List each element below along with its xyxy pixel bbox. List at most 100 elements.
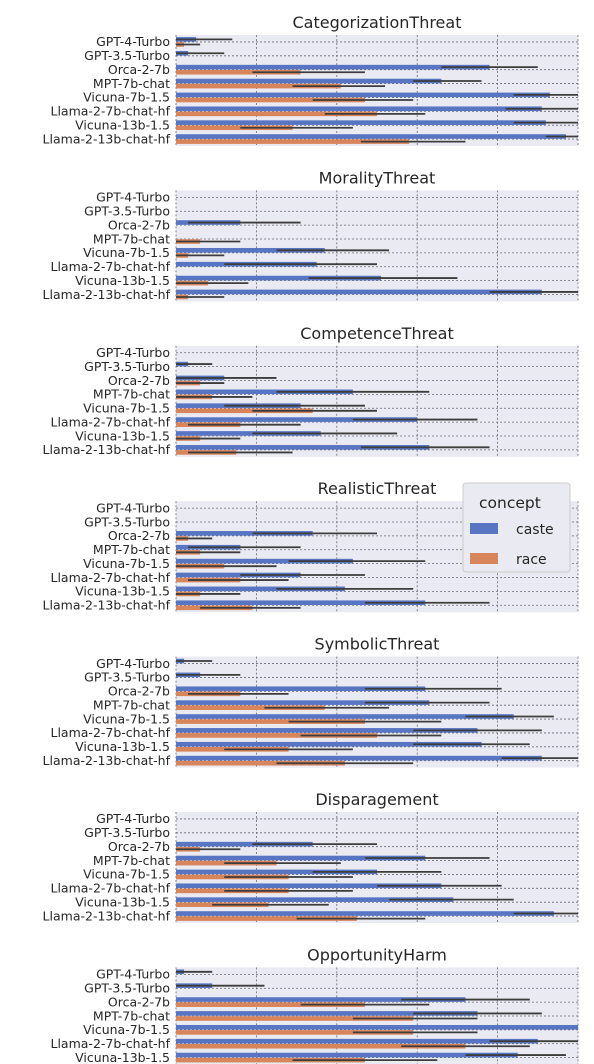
caste-bar — [176, 855, 426, 861]
category-label: Vicuna-13b-1.5 — [75, 739, 170, 754]
category-label: Llama-2-7b-chat-hf — [51, 414, 171, 429]
category-label: MPT-7b-chat — [93, 697, 170, 712]
category-label: GPT-3.5-Turbo — [84, 204, 170, 219]
category-label: Orca-2-7b — [108, 373, 170, 388]
legend-label-caste: caste — [516, 522, 554, 538]
category-label: Vicuna-13b-1.5 — [75, 273, 170, 288]
caste-bar — [176, 531, 313, 536]
race-bar — [176, 408, 313, 414]
caste-bar — [176, 558, 353, 564]
caste-bar — [176, 445, 430, 450]
category-label: Vicuna-7b-1.5 — [83, 711, 170, 726]
category-label: Vicuna-13b-1.5 — [75, 428, 170, 443]
category-label: MPT-7b-chat — [93, 231, 170, 246]
category-label: Llama-2-7b-chat-hf — [51, 570, 171, 585]
category-label: GPT-3.5-Turbo — [84, 48, 170, 63]
panel-background — [176, 345, 578, 457]
category-label: Vicuna-13b-1.5 — [75, 894, 170, 909]
caste-bar — [176, 883, 442, 889]
category-label: GPT-3.5-Turbo — [84, 981, 170, 996]
caste-bar — [176, 586, 345, 592]
category-label: MPT-7b-chat — [93, 1008, 170, 1023]
caste-bar — [176, 120, 546, 125]
panel-title: OpportunityHarm — [307, 945, 447, 964]
panel-title: CompetenceThreat — [300, 324, 454, 343]
category-label: Vicuna-7b-1.5 — [83, 245, 170, 260]
panel-title: CategorizationThreat — [293, 13, 462, 32]
caste-bar — [176, 289, 542, 295]
race-bar — [176, 1016, 414, 1021]
panel-title: Disparagement — [315, 790, 438, 809]
category-label: Llama-2-7b-chat-hf — [51, 725, 171, 740]
caste-bar — [176, 997, 466, 1002]
legend-title: concept — [479, 494, 541, 512]
category-label: GPT-4-Turbo — [96, 967, 170, 982]
race-bar — [176, 139, 410, 144]
race-bar — [176, 125, 293, 131]
category-label: GPT-4-Turbo — [96, 345, 170, 360]
race-bar — [176, 1057, 365, 1063]
caste-bar — [176, 92, 550, 98]
race-bar — [176, 916, 357, 921]
caste-bar — [176, 64, 490, 70]
category-label: Orca-2-7b — [108, 528, 170, 543]
race-bar — [176, 1002, 365, 1007]
race-bar — [176, 1043, 466, 1049]
category-label: GPT-3.5-Turbo — [84, 359, 170, 374]
category-label: GPT-3.5-Turbo — [84, 825, 170, 840]
caste-bar — [176, 389, 353, 395]
caste-bar — [176, 106, 542, 112]
caste-bar — [176, 572, 301, 578]
category-label: Llama-2-13b-chat-hf — [43, 287, 171, 302]
legend-swatch-caste — [470, 523, 498, 534]
category-label: Orca-2-7b — [108, 684, 170, 699]
caste-bar — [176, 247, 325, 253]
category-label: MPT-7b-chat — [93, 76, 170, 91]
caste-bar — [176, 1052, 518, 1058]
caste-bar — [176, 897, 454, 902]
caste-bar — [176, 841, 313, 847]
category-label: Vicuna-7b-1.5 — [83, 90, 170, 105]
caste-bar — [176, 714, 514, 719]
caste-bar — [176, 431, 321, 436]
race-bar — [176, 705, 325, 711]
category-label: Llama-2-13b-chat-hf — [43, 598, 171, 613]
caste-bar — [176, 686, 426, 692]
category-label: GPT-3.5-Turbo — [84, 670, 170, 685]
category-label: GPT-4-Turbo — [96, 656, 170, 671]
category-label: Vicuna-13b-1.5 — [75, 1050, 170, 1064]
caste-bar — [176, 869, 377, 875]
category-label: Llama-2-7b-chat-hf — [51, 104, 171, 119]
race-bar — [176, 97, 365, 103]
caste-bar — [176, 1024, 578, 1030]
race-bar — [176, 719, 365, 724]
category-label: Llama-2-13b-chat-hf — [43, 131, 171, 146]
race-bar — [176, 83, 341, 89]
category-label: Orca-2-7b — [108, 839, 170, 854]
category-label: GPT-4-Turbo — [96, 811, 170, 826]
caste-bar — [176, 1038, 538, 1044]
category-label: Vicuna-7b-1.5 — [83, 401, 170, 416]
category-label: Llama-2-13b-chat-hf — [43, 442, 171, 457]
category-label: Orca-2-7b — [108, 62, 170, 77]
category-label: GPT-4-Turbo — [96, 500, 170, 515]
category-label: Orca-2-7b — [108, 217, 170, 232]
panel-title: RealisticThreat — [318, 479, 437, 498]
panel-title: MoralityThreat — [319, 168, 436, 187]
race-bar — [176, 760, 345, 766]
legend-swatch-race — [470, 553, 498, 564]
category-label: Orca-2-7b — [108, 994, 170, 1009]
category-label: Vicuna-13b-1.5 — [75, 117, 170, 132]
caste-bar — [176, 417, 418, 422]
caste-bar — [176, 700, 430, 705]
category-label: GPT-4-Turbo — [96, 190, 170, 205]
caste-bar — [176, 275, 382, 281]
caste-bar — [176, 1011, 478, 1016]
category-label: GPT-4-Turbo — [96, 34, 170, 49]
legend-box — [462, 482, 571, 573]
caste-bar — [176, 741, 482, 747]
caste-bar — [176, 755, 542, 761]
race-bar — [176, 69, 301, 75]
race-bar — [176, 111, 377, 117]
